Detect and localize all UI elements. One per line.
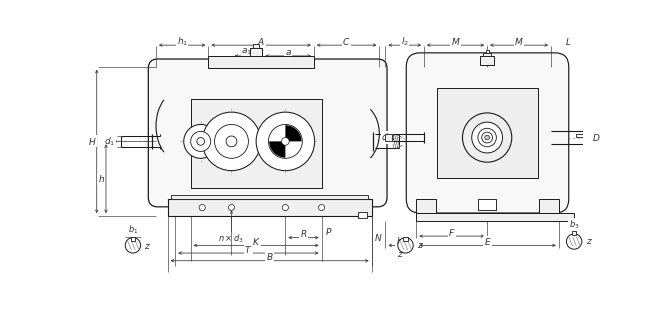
Circle shape — [256, 112, 315, 171]
Bar — [172, 195, 368, 199]
Circle shape — [199, 205, 205, 211]
Text: $h_1$: $h_1$ — [177, 35, 188, 47]
Bar — [540, 199, 559, 213]
Text: $H$: $H$ — [88, 136, 96, 147]
Circle shape — [566, 234, 582, 249]
Circle shape — [318, 205, 324, 211]
Text: $M$: $M$ — [451, 36, 460, 47]
Text: $s$: $s$ — [545, 200, 552, 209]
Text: $M$: $M$ — [514, 36, 524, 47]
Circle shape — [226, 136, 237, 147]
Text: $b_3$: $b_3$ — [569, 218, 579, 231]
Circle shape — [268, 124, 302, 158]
Circle shape — [281, 138, 289, 145]
Text: $a_1$: $a_1$ — [241, 47, 252, 57]
Text: $F$: $F$ — [448, 227, 456, 238]
Circle shape — [478, 128, 497, 147]
Text: $z$: $z$ — [417, 241, 424, 250]
Text: $T$: $T$ — [244, 244, 252, 255]
Text: $z$: $z$ — [397, 250, 404, 259]
Text: $N$: $N$ — [374, 232, 382, 243]
Bar — [168, 199, 372, 216]
Text: $D$: $D$ — [592, 132, 601, 143]
Text: $b_2$: $b_2$ — [396, 235, 406, 248]
FancyBboxPatch shape — [406, 53, 569, 213]
Bar — [209, 56, 314, 68]
Circle shape — [482, 132, 493, 143]
Text: $z$: $z$ — [144, 242, 151, 251]
Bar — [577, 134, 582, 137]
Circle shape — [197, 138, 205, 145]
Text: $d_1$: $d_1$ — [104, 135, 116, 148]
Circle shape — [485, 135, 489, 140]
Bar — [403, 237, 408, 241]
Text: $n\times d_3$: $n\times d_3$ — [218, 233, 244, 246]
Text: $d_2$: $d_2$ — [382, 131, 393, 144]
Text: $B$: $B$ — [266, 251, 274, 262]
Text: $h$: $h$ — [98, 173, 105, 184]
Wedge shape — [285, 125, 302, 141]
Circle shape — [184, 124, 218, 158]
Text: $A$: $A$ — [257, 36, 265, 47]
FancyBboxPatch shape — [148, 59, 387, 207]
Circle shape — [472, 122, 502, 153]
Bar — [385, 134, 392, 141]
Text: $l_2$: $l_2$ — [401, 35, 409, 47]
Wedge shape — [269, 141, 285, 158]
Circle shape — [228, 205, 235, 211]
Bar — [572, 232, 577, 235]
Bar — [484, 53, 491, 56]
Bar — [437, 88, 538, 178]
Circle shape — [282, 205, 289, 211]
Bar — [358, 212, 367, 218]
Circle shape — [202, 112, 261, 171]
Circle shape — [125, 238, 140, 253]
Text: $b_1$: $b_1$ — [127, 224, 138, 236]
Text: $R$: $R$ — [300, 228, 307, 239]
Bar — [480, 56, 494, 65]
Circle shape — [214, 124, 248, 158]
Text: $E$: $E$ — [484, 236, 491, 247]
Text: $G$: $G$ — [483, 199, 491, 210]
Circle shape — [190, 131, 211, 151]
Text: $P$: $P$ — [324, 226, 332, 237]
Text: $K$: $K$ — [252, 236, 261, 247]
Bar — [416, 213, 574, 221]
Bar — [250, 48, 263, 56]
Circle shape — [463, 113, 512, 162]
Text: $a$: $a$ — [285, 47, 292, 56]
Bar — [253, 44, 259, 48]
Text: $C$: $C$ — [343, 36, 351, 47]
Text: $L$: $L$ — [565, 36, 571, 47]
Bar — [416, 199, 436, 213]
Bar — [190, 99, 322, 188]
Circle shape — [398, 238, 413, 253]
Bar — [478, 199, 497, 210]
Text: $z$: $z$ — [586, 237, 593, 246]
Bar — [486, 50, 489, 53]
Bar — [131, 237, 135, 241]
